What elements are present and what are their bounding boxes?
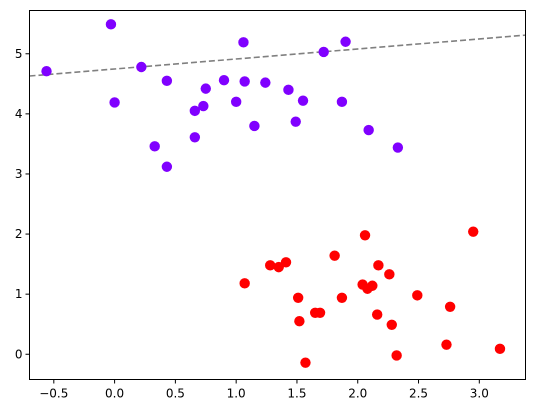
data-point-series-0 xyxy=(201,83,211,93)
data-point-series-0 xyxy=(239,76,249,86)
data-point-series-1 xyxy=(300,357,310,367)
data-point-series-0 xyxy=(283,85,293,95)
y-tick-label: 5 xyxy=(15,47,23,61)
data-point-series-0 xyxy=(291,116,301,126)
data-point-series-0 xyxy=(162,162,172,172)
data-point-series-1 xyxy=(294,316,304,326)
decision-line-layer xyxy=(30,35,526,76)
data-point-series-1 xyxy=(384,269,394,279)
data-point-series-0 xyxy=(238,37,248,47)
data-point-series-0 xyxy=(136,62,146,72)
data-point-series-0 xyxy=(363,125,373,135)
data-point-series-1 xyxy=(441,339,451,349)
data-point-series-1 xyxy=(360,230,370,240)
data-point-series-0 xyxy=(150,141,160,151)
data-point-series-1 xyxy=(468,226,478,236)
data-point-series-1 xyxy=(281,257,291,267)
x-tick-label: 0.5 xyxy=(166,387,185,401)
data-point-series-1 xyxy=(367,281,377,291)
y-tick-label: 2 xyxy=(15,227,23,241)
data-point-series-0 xyxy=(340,37,350,47)
data-point-series-0 xyxy=(260,77,270,87)
x-axis: −0.5 0.0 0.5 1.0 1.5 2.0 2.5 3.0 xyxy=(39,380,489,401)
y-tick-label: 0 xyxy=(15,347,23,361)
data-point-series-0 xyxy=(41,66,51,76)
data-point-series-0 xyxy=(298,95,308,105)
data-point-series-1 xyxy=(293,293,303,303)
data-point-series-0 xyxy=(106,19,116,29)
y-tick-label: 3 xyxy=(15,167,23,181)
boundary-line xyxy=(30,35,526,76)
data-point-series-0 xyxy=(198,101,208,111)
data-point-series-1 xyxy=(391,350,401,360)
x-tick-label: 1.5 xyxy=(287,387,306,401)
data-point-series-1 xyxy=(387,320,397,330)
x-tick-label: 2.0 xyxy=(348,387,367,401)
y-axis: 0 1 2 3 4 5 xyxy=(15,47,30,361)
data-point-series-0 xyxy=(162,76,172,86)
data-point-series-0 xyxy=(249,121,259,131)
data-point-series-1 xyxy=(412,290,422,300)
data-point-series-1 xyxy=(337,293,347,303)
data-point-series-1 xyxy=(329,250,339,260)
x-tick-label: −0.5 xyxy=(39,387,68,401)
y-tick-label: 1 xyxy=(15,287,23,301)
plot-frame xyxy=(30,11,526,380)
x-tick-label: 2.5 xyxy=(409,387,428,401)
data-point-series-0 xyxy=(219,75,229,85)
x-tick-label: 0.0 xyxy=(105,387,124,401)
data-point-series-0 xyxy=(231,97,241,107)
data-point-series-1 xyxy=(445,302,455,312)
data-point-series-1 xyxy=(315,308,325,318)
data-point-series-0 xyxy=(337,97,347,107)
data-point-series-1 xyxy=(372,309,382,319)
points-layer xyxy=(41,19,505,368)
data-point-series-0 xyxy=(318,47,328,57)
y-tick-label: 4 xyxy=(15,107,23,121)
x-tick-label: 1.0 xyxy=(227,387,246,401)
data-point-series-1 xyxy=(373,260,383,270)
x-tick-label: 3.0 xyxy=(470,387,489,401)
data-point-series-1 xyxy=(495,344,505,354)
data-point-series-0 xyxy=(190,132,200,142)
data-point-series-1 xyxy=(239,278,249,288)
data-point-series-0 xyxy=(393,142,403,152)
data-point-series-0 xyxy=(109,97,119,107)
